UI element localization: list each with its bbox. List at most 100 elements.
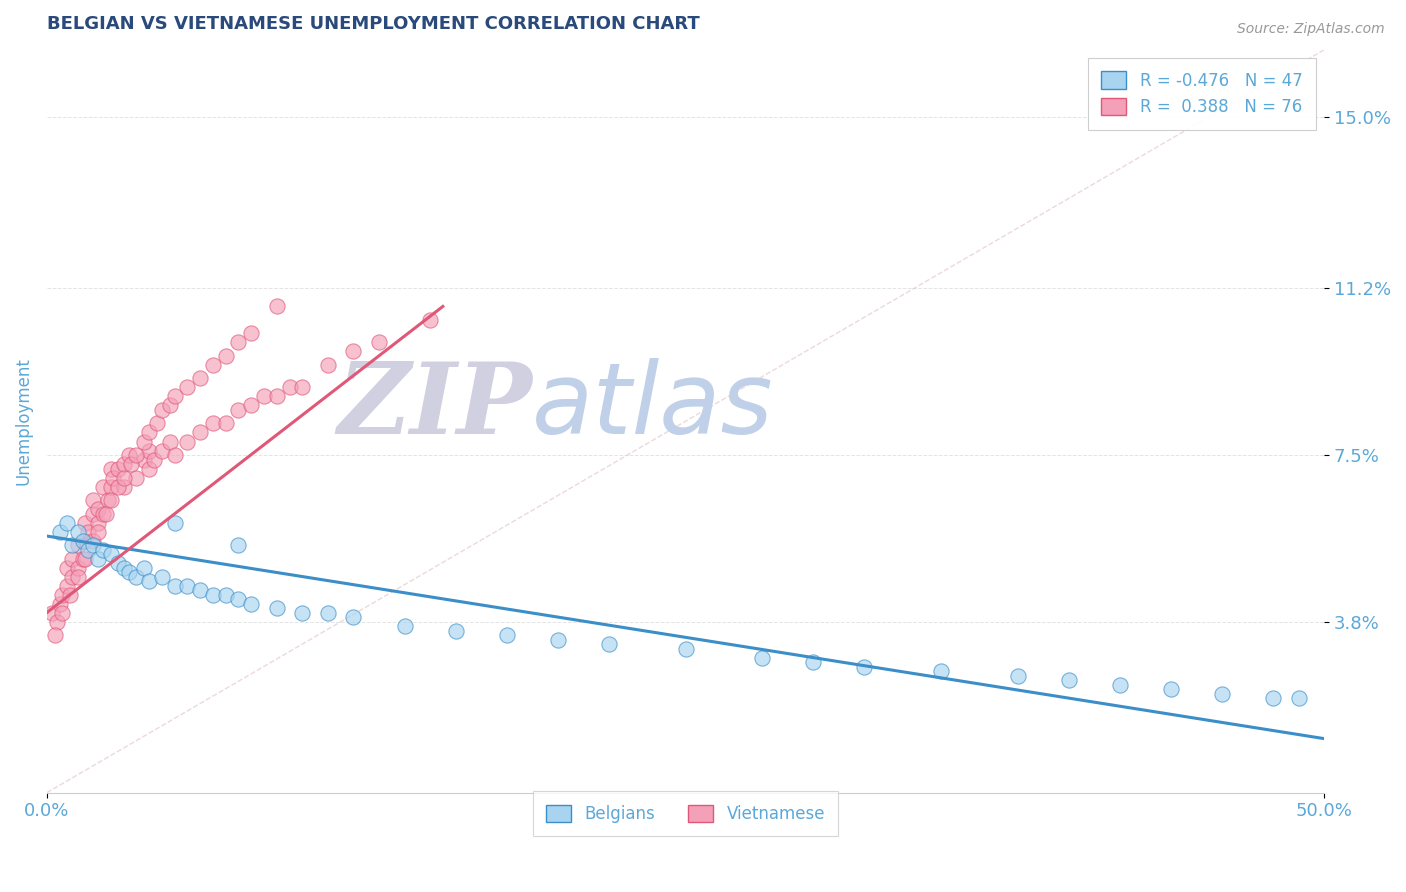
Point <box>94 507 117 521</box>
Point <box>56 560 79 574</box>
Point <box>82 507 104 521</box>
Point <box>107 479 129 493</box>
Point <box>215 349 238 363</box>
Point <box>228 335 250 350</box>
Point <box>117 448 139 462</box>
Point <box>100 547 122 561</box>
Point <box>91 479 114 493</box>
Point <box>112 470 135 484</box>
Point <box>87 516 110 530</box>
Text: atlas: atlas <box>533 358 773 455</box>
Point <box>266 300 288 314</box>
Point <box>112 479 135 493</box>
Point <box>1288 691 1310 706</box>
Point <box>201 358 224 372</box>
Point <box>159 434 181 449</box>
Point <box>201 588 224 602</box>
Legend: Belgians, Vietnamese: Belgians, Vietnamese <box>533 791 838 837</box>
Point <box>176 434 198 449</box>
Point <box>240 326 263 341</box>
Point <box>159 399 181 413</box>
Point <box>1160 682 1182 697</box>
Text: ZIP: ZIP <box>337 358 533 455</box>
Point <box>240 597 263 611</box>
Point <box>228 592 250 607</box>
Point <box>62 551 84 566</box>
Point <box>316 358 339 372</box>
Point <box>853 659 876 673</box>
Point <box>138 574 160 588</box>
Point <box>188 371 211 385</box>
Point <box>675 641 697 656</box>
Point <box>117 565 139 579</box>
Point <box>145 417 167 431</box>
Point <box>1108 677 1130 691</box>
Point <box>62 569 84 583</box>
Point <box>138 461 160 475</box>
Point <box>48 524 70 539</box>
Point <box>107 556 129 570</box>
Y-axis label: Unemployment: Unemployment <box>15 358 32 485</box>
Point <box>215 588 238 602</box>
Point <box>76 542 98 557</box>
Point <box>138 425 160 440</box>
Point <box>176 380 198 394</box>
Point <box>75 516 97 530</box>
Point <box>59 588 82 602</box>
Point <box>91 542 114 557</box>
Point <box>240 399 263 413</box>
Point <box>150 443 173 458</box>
Point <box>44 628 66 642</box>
Point <box>112 457 135 471</box>
Point <box>87 551 110 566</box>
Point <box>66 569 89 583</box>
Point <box>112 560 135 574</box>
Point <box>150 403 173 417</box>
Point <box>87 502 110 516</box>
Point <box>76 524 98 539</box>
Point <box>215 417 238 431</box>
Point <box>82 538 104 552</box>
Point <box>66 524 89 539</box>
Point <box>100 493 122 508</box>
Point <box>316 606 339 620</box>
Point <box>82 533 104 548</box>
Point <box>291 606 314 620</box>
Point <box>132 434 155 449</box>
Point <box>125 448 148 462</box>
Point <box>56 516 79 530</box>
Point <box>66 560 89 574</box>
Point <box>75 533 97 548</box>
Point <box>188 425 211 440</box>
Point <box>107 461 129 475</box>
Text: BELGIAN VS VIETNAMESE UNEMPLOYMENT CORRELATION CHART: BELGIAN VS VIETNAMESE UNEMPLOYMENT CORRE… <box>46 15 700 33</box>
Point <box>150 569 173 583</box>
Point <box>1057 673 1080 687</box>
Point <box>132 452 155 467</box>
Point <box>176 578 198 592</box>
Point <box>444 624 467 638</box>
Point <box>72 551 94 566</box>
Point <box>51 588 73 602</box>
Point <box>278 380 301 394</box>
Point <box>41 606 63 620</box>
Point <box>228 538 250 552</box>
Point <box>495 628 517 642</box>
Point <box>120 457 142 471</box>
Point <box>100 461 122 475</box>
Point <box>342 610 364 624</box>
Point <box>163 516 186 530</box>
Point <box>228 403 250 417</box>
Point <box>266 601 288 615</box>
Point <box>291 380 314 394</box>
Point <box>72 533 94 548</box>
Point <box>138 443 160 458</box>
Point <box>66 538 89 552</box>
Point <box>56 578 79 592</box>
Point <box>394 619 416 633</box>
Point <box>143 452 166 467</box>
Point <box>253 389 276 403</box>
Point <box>132 560 155 574</box>
Point <box>75 551 97 566</box>
Point <box>419 313 441 327</box>
